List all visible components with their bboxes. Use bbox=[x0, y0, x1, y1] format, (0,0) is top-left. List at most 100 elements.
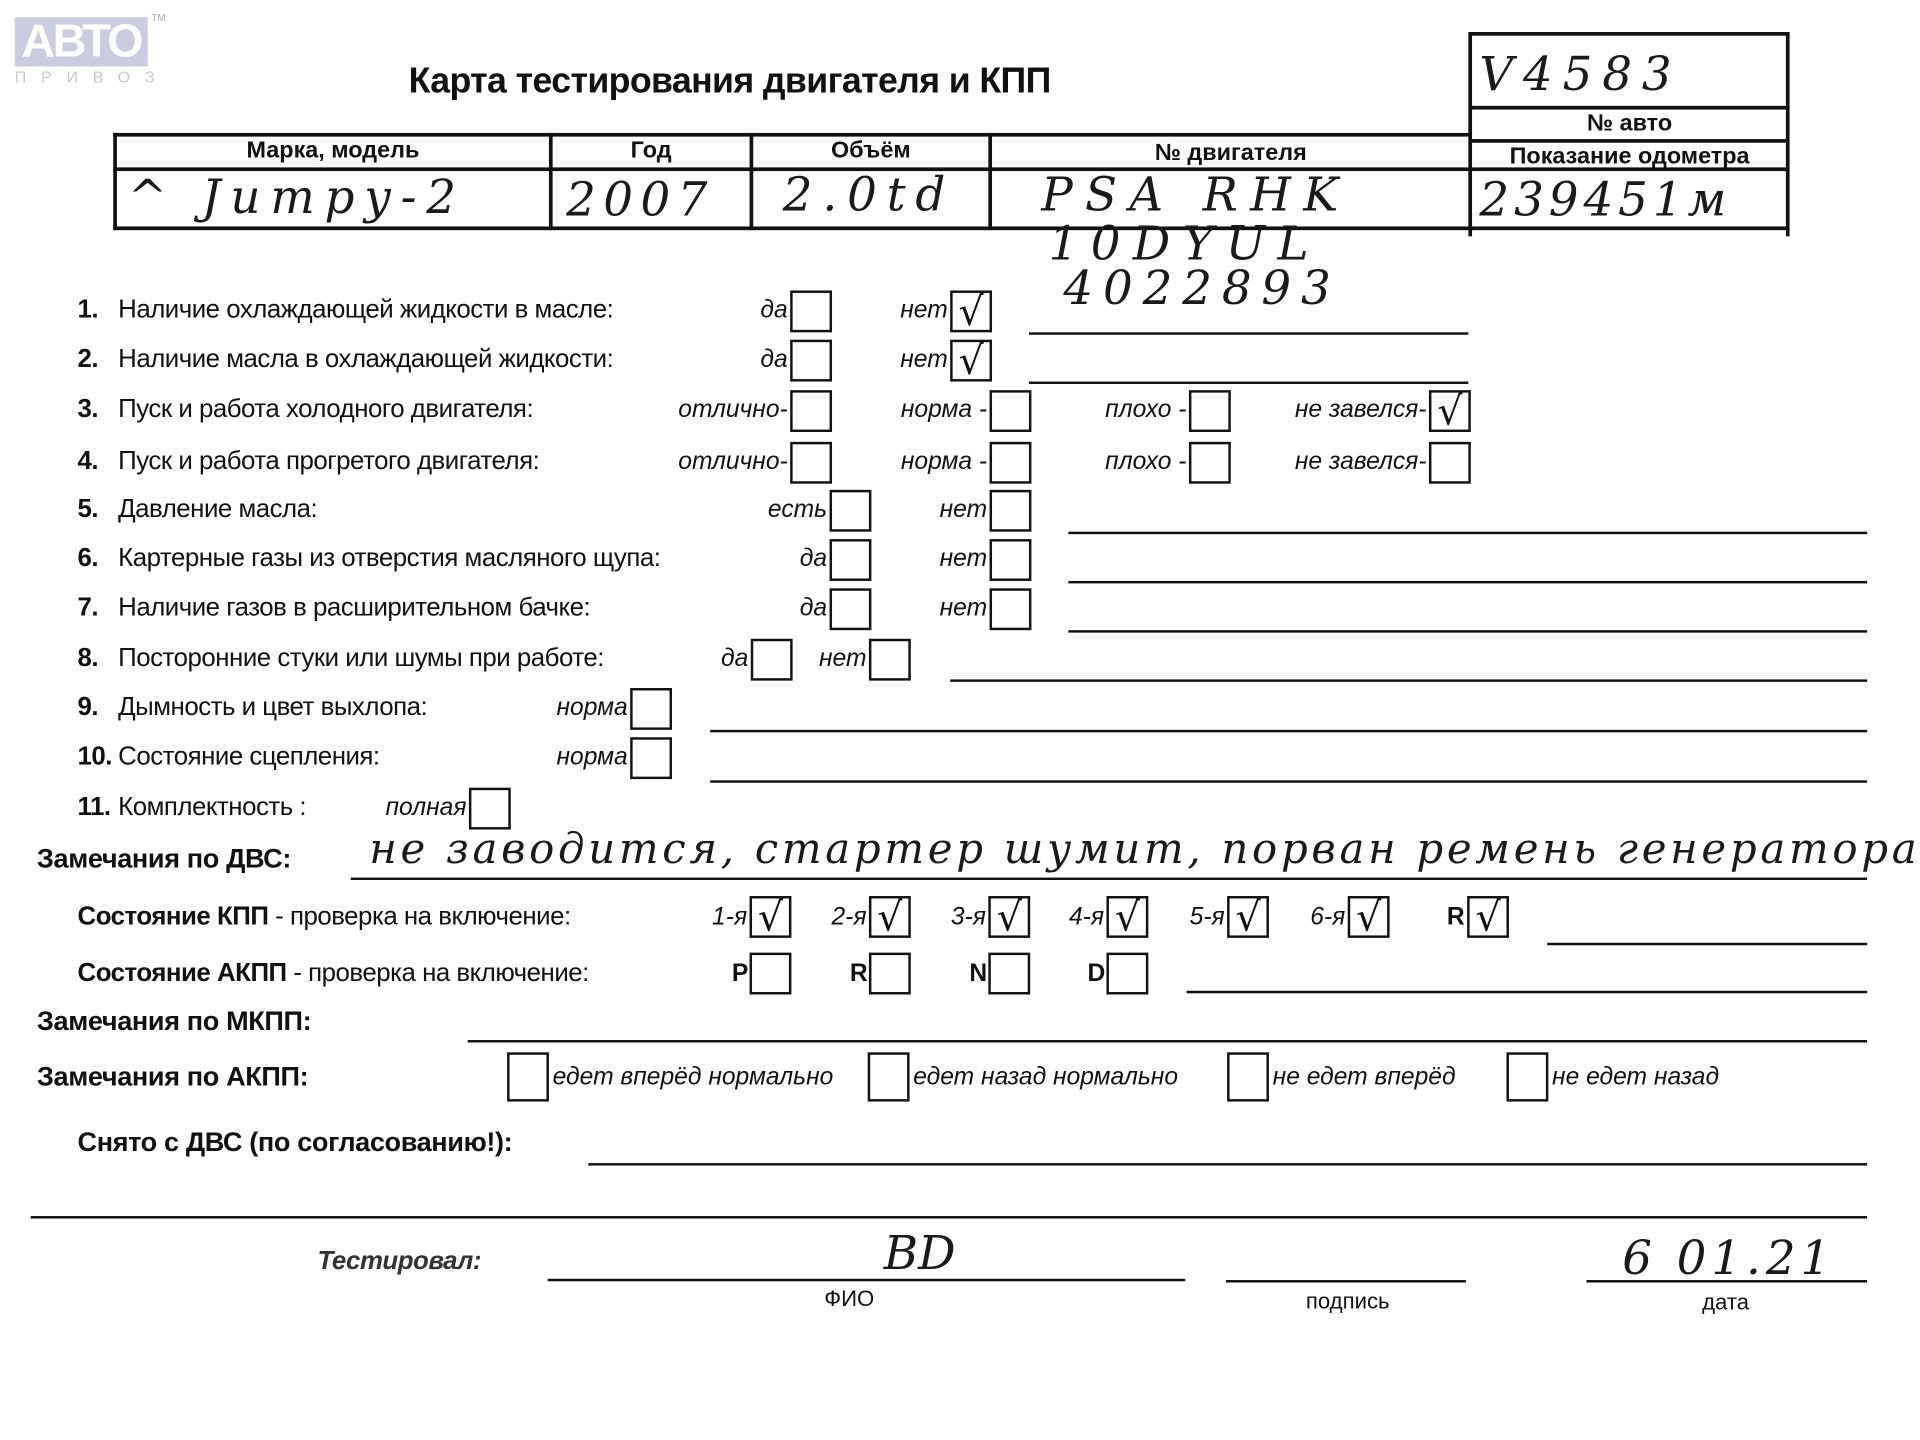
ice-remarks-line bbox=[350, 877, 1868, 881]
answer-line[interactable] bbox=[950, 679, 1868, 682]
auto-gear-checkbox[interactable] bbox=[749, 952, 792, 995]
auto-remark-checkbox[interactable] bbox=[507, 1052, 549, 1102]
question-label: Картерные газы из отверстия масляного щу… bbox=[118, 544, 661, 573]
question-number: 11. bbox=[77, 792, 112, 821]
option-checkbox[interactable]: √ bbox=[1428, 387, 1471, 435]
option-checkbox[interactable] bbox=[1188, 390, 1231, 433]
option-label: норма bbox=[556, 694, 628, 722]
gear-checkbox[interactable]: √ bbox=[868, 896, 911, 938]
option-checkbox[interactable] bbox=[989, 539, 1032, 581]
question-number: 1. bbox=[77, 295, 99, 324]
answer-line[interactable] bbox=[710, 729, 1868, 733]
option-checkbox[interactable] bbox=[750, 638, 793, 681]
gear-checkbox[interactable]: √ bbox=[749, 896, 792, 938]
option-label: норма - bbox=[900, 396, 988, 424]
auto-remark-label: едет назад нормально bbox=[913, 1063, 1179, 1091]
name-line bbox=[547, 1278, 1186, 1282]
auto-gear-label: R bbox=[849, 960, 868, 988]
question-label: Наличие охлаждающей жидкости в масле: bbox=[118, 295, 614, 324]
option-checkbox[interactable] bbox=[829, 489, 872, 532]
car-number-value[interactable]: V4583 bbox=[1479, 46, 1682, 101]
volume-value[interactable]: 2.0td bbox=[782, 167, 956, 222]
option-checkbox[interactable] bbox=[829, 539, 872, 581]
answer-line[interactable] bbox=[1068, 630, 1868, 633]
check-mark-icon: √ bbox=[1235, 893, 1261, 941]
question-number: 2. bbox=[77, 344, 99, 373]
signature-line[interactable] bbox=[1225, 1280, 1466, 1283]
answer-line[interactable] bbox=[1068, 531, 1868, 535]
check-mark-icon: √ bbox=[958, 337, 984, 385]
auto-remark-checkbox[interactable] bbox=[1227, 1052, 1269, 1102]
auto-remark-checkbox[interactable] bbox=[1506, 1052, 1549, 1102]
table-border bbox=[1469, 32, 1790, 36]
year-value[interactable]: 2007 bbox=[566, 172, 715, 227]
auto-gearbox-label-bold: Состояние АКПП bbox=[77, 958, 288, 988]
table-border bbox=[113, 132, 1470, 137]
check-mark-icon: √ bbox=[958, 288, 984, 335]
option-checkbox[interactable] bbox=[989, 588, 1032, 631]
option-checkbox[interactable] bbox=[790, 339, 833, 382]
gear-checkbox[interactable]: √ bbox=[1347, 896, 1390, 938]
auto-gear-checkbox[interactable] bbox=[868, 952, 911, 995]
manual-gearbox-label: Состояние КПП - проверка на включение: bbox=[78, 902, 572, 932]
answer-line[interactable] bbox=[1068, 580, 1868, 584]
auto-gear-checkbox[interactable] bbox=[1106, 952, 1149, 995]
option-checkbox[interactable] bbox=[989, 441, 1032, 484]
date-line bbox=[1586, 1280, 1868, 1283]
gear-checkbox[interactable]: √ bbox=[1467, 896, 1509, 938]
gear-label: 1-я bbox=[712, 903, 748, 931]
table-border bbox=[1469, 105, 1790, 110]
question-number: 7. bbox=[77, 593, 99, 622]
auto-gearbox-line bbox=[1186, 990, 1868, 994]
question-label: Комплектность : bbox=[118, 792, 307, 821]
question-label: Наличие газов в расширительном бачке: bbox=[118, 593, 591, 622]
option-checkbox[interactable]: √ bbox=[950, 288, 993, 335]
tester-name-value[interactable]: BD bbox=[883, 1225, 956, 1281]
check-mark-icon: √ bbox=[1437, 387, 1463, 435]
ice-remarks-value[interactable]: не заводится, стартер шумит, порван реме… bbox=[369, 824, 1920, 874]
option-label: да bbox=[760, 345, 788, 373]
option-checkbox[interactable] bbox=[1428, 441, 1471, 484]
question-label: Пуск и работа холодного двигателя: bbox=[118, 395, 534, 424]
option-checkbox[interactable] bbox=[468, 787, 511, 830]
gear-label: 3-я bbox=[950, 903, 986, 931]
option-label: не завелся- bbox=[1294, 448, 1427, 476]
manual-remarks-label: Замечания по МКПП: bbox=[36, 1005, 312, 1037]
option-checkbox[interactable] bbox=[790, 441, 833, 484]
signature-caption: подпись bbox=[1305, 1288, 1390, 1314]
option-checkbox[interactable] bbox=[868, 638, 911, 681]
gear-label: 5-я bbox=[1189, 903, 1225, 931]
option-checkbox[interactable] bbox=[1188, 441, 1231, 484]
option-checkbox[interactable] bbox=[989, 489, 1032, 532]
car-number-label: № авто bbox=[1587, 110, 1673, 137]
option-label: плохо - bbox=[1105, 396, 1187, 424]
date-value[interactable]: 6 01.21 bbox=[1622, 1230, 1836, 1285]
col-header-volume: Объём bbox=[830, 137, 911, 164]
option-checkbox[interactable] bbox=[630, 688, 673, 730]
engine-number-extra-2[interactable]: 4022893 bbox=[1063, 260, 1341, 316]
auto-gear-checkbox[interactable] bbox=[988, 952, 1031, 995]
gear-checkbox[interactable]: √ bbox=[988, 896, 1031, 938]
odometer-value[interactable]: 239451м bbox=[1479, 172, 1732, 227]
option-checkbox[interactable] bbox=[790, 390, 833, 433]
option-checkbox[interactable] bbox=[630, 737, 673, 780]
option-checkbox[interactable] bbox=[989, 390, 1032, 433]
option-checkbox[interactable] bbox=[790, 290, 833, 333]
auto-remark-checkbox[interactable] bbox=[867, 1052, 910, 1102]
engine-number-extra-1[interactable]: 10DYUL bbox=[1048, 216, 1321, 271]
answer-line[interactable] bbox=[1028, 381, 1469, 385]
engine-number-value[interactable]: PSA RHK bbox=[1041, 167, 1351, 222]
page-title: Карта тестирования двигателя и КПП bbox=[408, 61, 1052, 101]
gear-checkbox[interactable]: √ bbox=[1106, 896, 1149, 938]
make-model-value[interactable]: ^ Jumpy-2 bbox=[128, 169, 466, 225]
answer-line[interactable] bbox=[1028, 332, 1469, 335]
option-checkbox[interactable] bbox=[829, 588, 872, 631]
question-number: 10. bbox=[77, 742, 113, 771]
table-border bbox=[113, 167, 1790, 172]
gear-checkbox[interactable]: √ bbox=[1227, 896, 1269, 938]
option-checkbox[interactable]: √ bbox=[950, 337, 993, 385]
table-border bbox=[988, 132, 993, 231]
removed-label: Снято с ДВС (по согласованию!): bbox=[77, 1126, 513, 1157]
answer-line[interactable] bbox=[710, 780, 1868, 783]
